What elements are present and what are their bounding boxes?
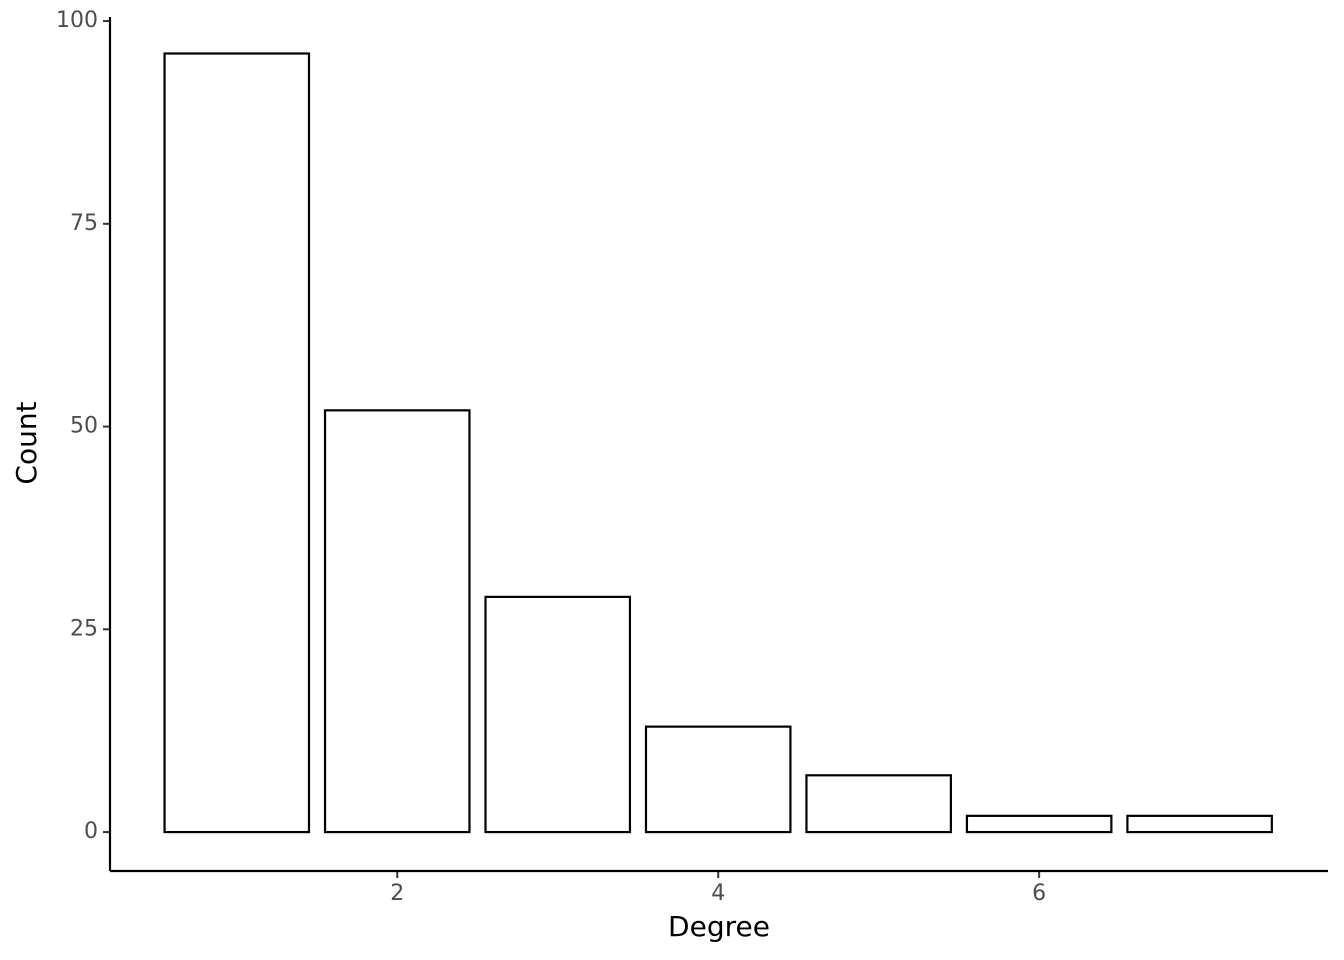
x-tick-label: 2	[390, 881, 404, 906]
x-tick-label: 4	[711, 881, 725, 906]
bar	[163, 52, 311, 834]
x-axis-title: Degree	[668, 910, 770, 943]
x-tick-label: 6	[1032, 881, 1046, 906]
bar	[1126, 814, 1273, 834]
bar	[644, 725, 792, 834]
bar	[484, 595, 632, 834]
bar	[805, 774, 952, 834]
bar	[323, 409, 471, 834]
y-axis-title: Count	[10, 401, 43, 484]
y-tick-label: 0	[84, 819, 98, 844]
y-tick-label: 100	[56, 8, 98, 33]
y-tick-label: 50	[70, 414, 98, 439]
y-tick-label: 25	[70, 616, 98, 641]
bar	[965, 814, 1113, 834]
y-tick-label: 75	[70, 211, 98, 236]
